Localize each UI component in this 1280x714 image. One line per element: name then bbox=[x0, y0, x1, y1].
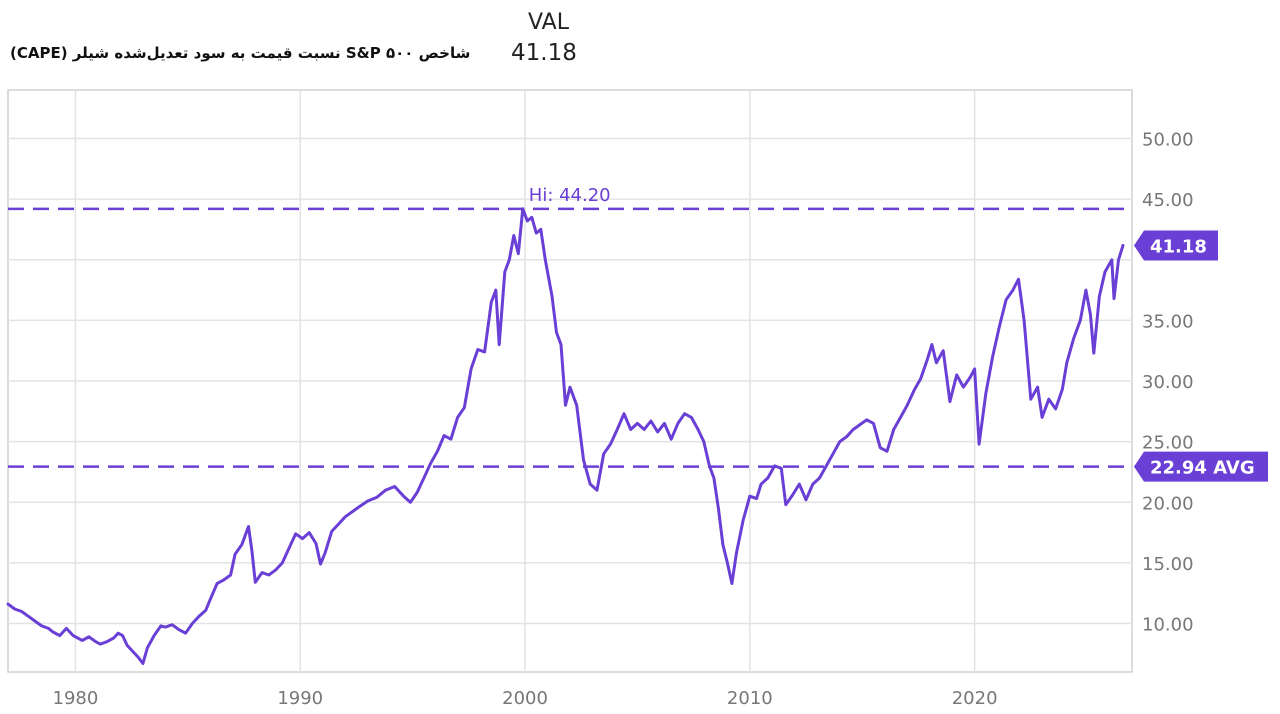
y-tick-label: 45.00 bbox=[1142, 190, 1194, 211]
y-tick-label: 10.00 bbox=[1142, 615, 1194, 636]
y-tick-label: 35.00 bbox=[1142, 311, 1194, 332]
value-label: VAL bbox=[528, 10, 569, 35]
high-value-label: Hi: 44.20 bbox=[529, 185, 611, 206]
x-tick-label: 1980 bbox=[53, 688, 99, 709]
y-tick-label: 25.00 bbox=[1142, 433, 1194, 454]
y-axis-ticks: 10.00 15.00 20.00 25.00 30.00 35.00 45.00 50.00 bbox=[1142, 130, 1194, 636]
x-tick-label: 2000 bbox=[502, 688, 548, 709]
last-value-badge-text: 41.18 bbox=[1150, 236, 1207, 257]
x-tick-label: 2010 bbox=[727, 688, 773, 709]
x-tick-label: 2020 bbox=[952, 688, 998, 709]
x-axis-ticks: 1980 1990 2000 2010 2020 bbox=[53, 688, 998, 709]
y-tick-label: 20.00 bbox=[1142, 493, 1194, 514]
value-badges: 41.18 22.94 AVG bbox=[1134, 230, 1268, 482]
x-tick-label: 1990 bbox=[277, 688, 323, 709]
grid bbox=[7, 89, 1133, 673]
average-badge-text: 22.94 AVG bbox=[1150, 458, 1255, 479]
average-badge-shape bbox=[1134, 451, 1268, 482]
series-line bbox=[6, 207, 1125, 665]
series-title: شاخص S&P ۵۰۰ نسبت قیمت به سود تعدیل‌شده … bbox=[10, 44, 471, 62]
current-value: 41.18 bbox=[511, 40, 577, 66]
series-lines bbox=[6, 207, 1125, 665]
y-tick-label: 50.00 bbox=[1142, 130, 1194, 151]
y-tick-label: 30.00 bbox=[1142, 372, 1194, 393]
y-tick-label: 15.00 bbox=[1142, 554, 1194, 575]
last-value-badge-shape bbox=[1134, 230, 1218, 261]
reference-lines: Hi: 44.20 bbox=[8, 185, 1132, 468]
